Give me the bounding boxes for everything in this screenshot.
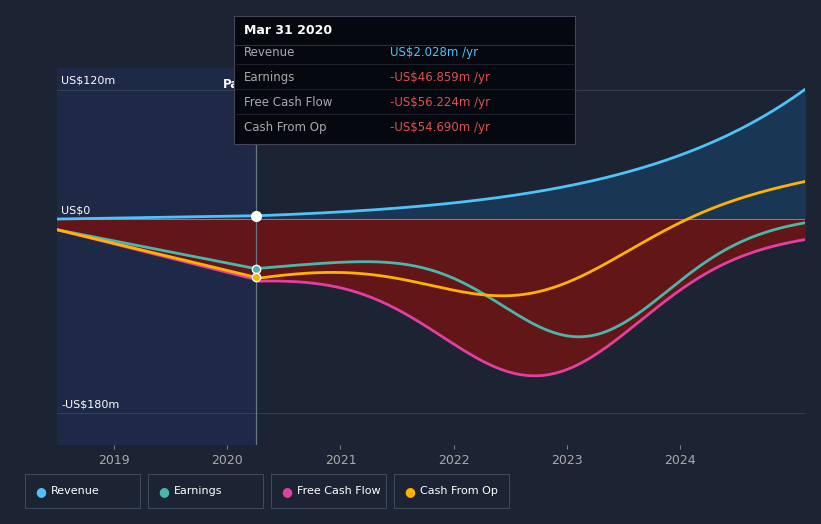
- Text: US$2.028m /yr: US$2.028m /yr: [390, 46, 478, 59]
- Text: Earnings: Earnings: [174, 486, 222, 496]
- Text: Free Cash Flow: Free Cash Flow: [297, 486, 381, 496]
- Bar: [57, 68, 255, 445]
- Text: Cash From Op: Cash From Op: [244, 122, 326, 134]
- Text: -US$46.859m /yr: -US$46.859m /yr: [390, 71, 490, 84]
- Text: US$0: US$0: [62, 205, 90, 215]
- Text: Earnings: Earnings: [244, 71, 296, 84]
- Text: Revenue: Revenue: [244, 46, 296, 59]
- Text: Mar 31 2020: Mar 31 2020: [244, 24, 332, 37]
- Text: Free Cash Flow: Free Cash Flow: [244, 96, 333, 109]
- Text: ●: ●: [282, 485, 292, 498]
- Text: -US$180m: -US$180m: [62, 399, 120, 409]
- Text: Cash From Op: Cash From Op: [420, 486, 498, 496]
- Text: US$120m: US$120m: [62, 76, 116, 86]
- Text: ●: ●: [405, 485, 415, 498]
- Text: Past: Past: [223, 78, 252, 91]
- Text: Analysts Forecasts: Analysts Forecasts: [262, 78, 371, 91]
- Text: -US$54.690m /yr: -US$54.690m /yr: [390, 122, 490, 134]
- Text: Revenue: Revenue: [51, 486, 99, 496]
- Text: ●: ●: [35, 485, 46, 498]
- Text: ●: ●: [158, 485, 169, 498]
- Text: -US$56.224m /yr: -US$56.224m /yr: [390, 96, 490, 109]
